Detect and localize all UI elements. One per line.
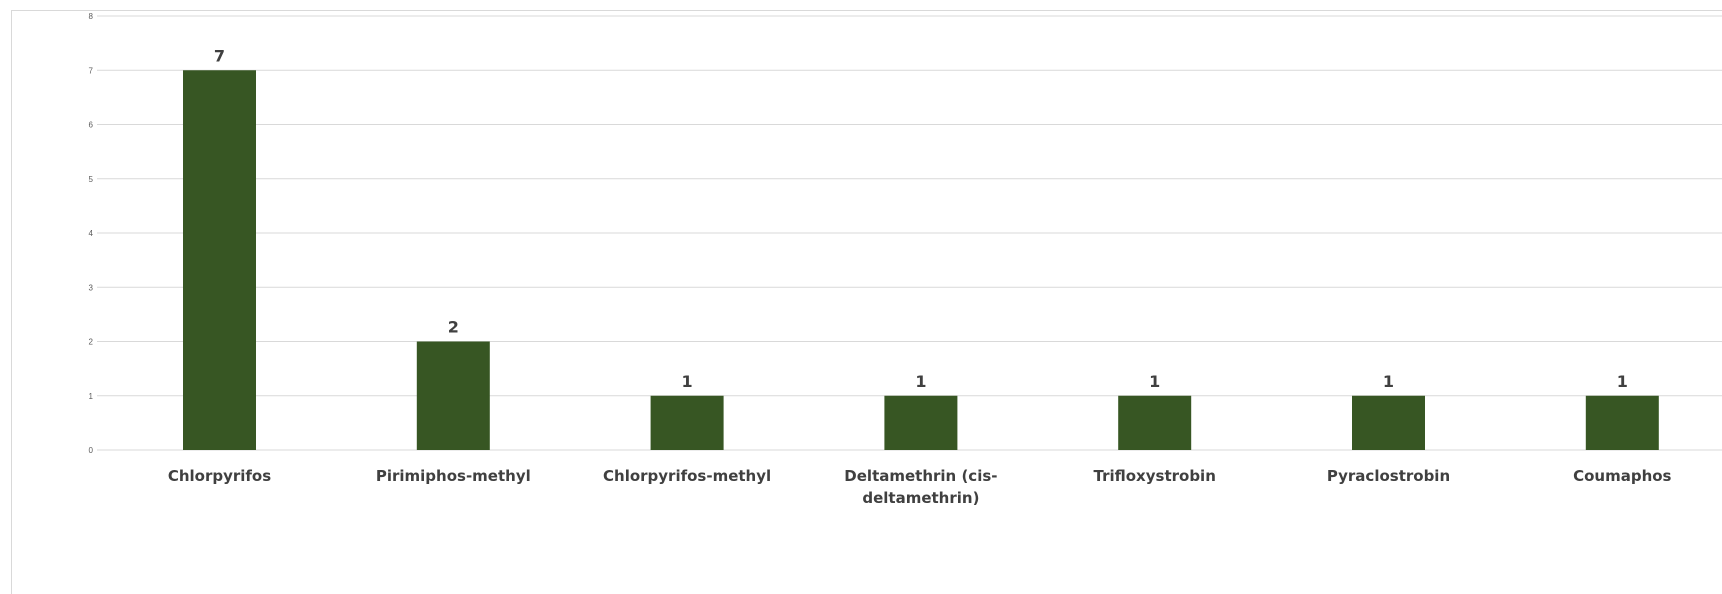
x-tick-label: deltamethrin) xyxy=(862,489,979,507)
x-tick-label: Pyraclostrobin xyxy=(1327,467,1450,485)
y-tick-label: 5 xyxy=(89,175,94,184)
bar-2[interactable] xyxy=(650,395,724,450)
data-label: 1 xyxy=(682,372,693,391)
y-tick-label: 1 xyxy=(89,392,94,401)
bar-6[interactable] xyxy=(1585,395,1659,450)
y-tick-label: 2 xyxy=(89,338,94,347)
data-label: 1 xyxy=(915,372,926,391)
bar-1[interactable] xyxy=(416,341,490,451)
y-tick-label: 4 xyxy=(89,229,94,238)
x-tick-label: Pirimiphos-methyl xyxy=(376,467,531,485)
data-label: 1 xyxy=(1617,372,1628,391)
x-tick-label: Deltamethrin (cis- xyxy=(844,467,997,485)
data-label: 7 xyxy=(214,46,225,65)
x-tick-label: Chlorpyrifos-methyl xyxy=(603,467,771,485)
y-tick-label: 8 xyxy=(89,12,94,21)
data-label: 2 xyxy=(448,318,459,337)
y-tick-label: 6 xyxy=(89,121,94,130)
data-label: 1 xyxy=(1149,372,1160,391)
y-tick-label: 0 xyxy=(89,446,94,455)
y-tick-label: 3 xyxy=(89,283,94,292)
x-tick-label: Chlorpyrifos xyxy=(168,467,271,485)
bar-4[interactable] xyxy=(1118,395,1192,450)
bar-0[interactable] xyxy=(183,70,256,450)
bar-3[interactable] xyxy=(884,395,958,450)
x-tick-label: Trifloxystrobin xyxy=(1094,467,1216,485)
bar-5[interactable] xyxy=(1352,395,1425,450)
chart-frame xyxy=(11,10,1722,594)
x-tick-label: Coumaphos xyxy=(1573,467,1671,485)
y-tick-label: 7 xyxy=(89,66,94,75)
data-label: 1 xyxy=(1383,372,1394,391)
